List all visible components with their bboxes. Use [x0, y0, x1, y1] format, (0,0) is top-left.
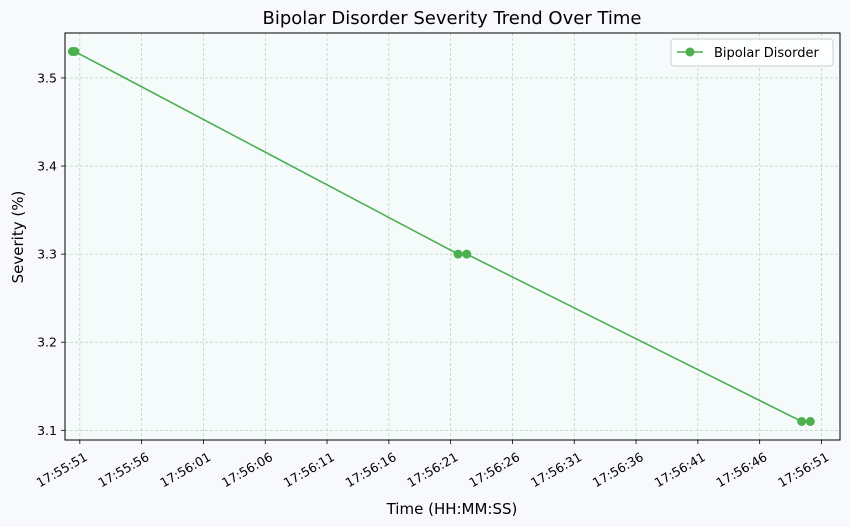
legend-label: Bipolar Disorder [714, 46, 820, 61]
x-tick-label: 17:56:06 [219, 449, 275, 490]
data-point [462, 249, 472, 259]
chart-title: Bipolar Disorder Severity Trend Over Tim… [262, 8, 641, 29]
legend: Bipolar Disorder [670, 38, 834, 67]
y-tick-label: 3.4 [37, 159, 57, 174]
data-point [797, 417, 807, 426]
x-tick-label: 17:56:36 [590, 449, 646, 490]
y-tick-label: 3.3 [37, 247, 57, 262]
y-axis-title: Severity (%) [9, 191, 27, 284]
x-tick-label: 17:56:31 [528, 449, 584, 490]
legend-box [670, 38, 834, 67]
series-layer [67, 47, 815, 426]
data-point [453, 249, 463, 259]
y-axis-ticks: 3.1 3.2 3.3 3.4 3.5 [37, 70, 65, 438]
y-tick-label: 3.1 [37, 423, 57, 438]
x-tick-label: 17:56:51 [775, 449, 831, 490]
x-tick-label: 17:56:11 [281, 449, 337, 490]
x-tick-label: 17:56:26 [466, 449, 522, 490]
y-tick-label: 3.2 [37, 335, 57, 350]
legend-point-marker [685, 47, 695, 57]
x-tick-label: 17:56:41 [652, 449, 708, 490]
x-tick-label: 17:56:46 [713, 449, 769, 490]
grid-lines [65, 33, 840, 440]
data-point [805, 417, 815, 426]
plot-frame [64, 32, 841, 441]
x-tick-label: 17:55:51 [34, 449, 90, 490]
x-tick-label: 17:55:56 [95, 449, 151, 490]
data-point [70, 47, 80, 56]
x-axis-ticks: 17:55:51 17:55:56 17:56:01 17:56:06 17:56:11… [34, 440, 831, 490]
x-tick-label: 17:56:01 [157, 449, 213, 490]
x-tick-label: 17:56:21 [404, 449, 460, 490]
x-axis-title: Time (HH:MM:SS) [386, 500, 518, 518]
x-tick-label: 17:56:16 [343, 449, 399, 490]
y-tick-label: 3.5 [37, 70, 57, 85]
plot-area [65, 33, 840, 440]
